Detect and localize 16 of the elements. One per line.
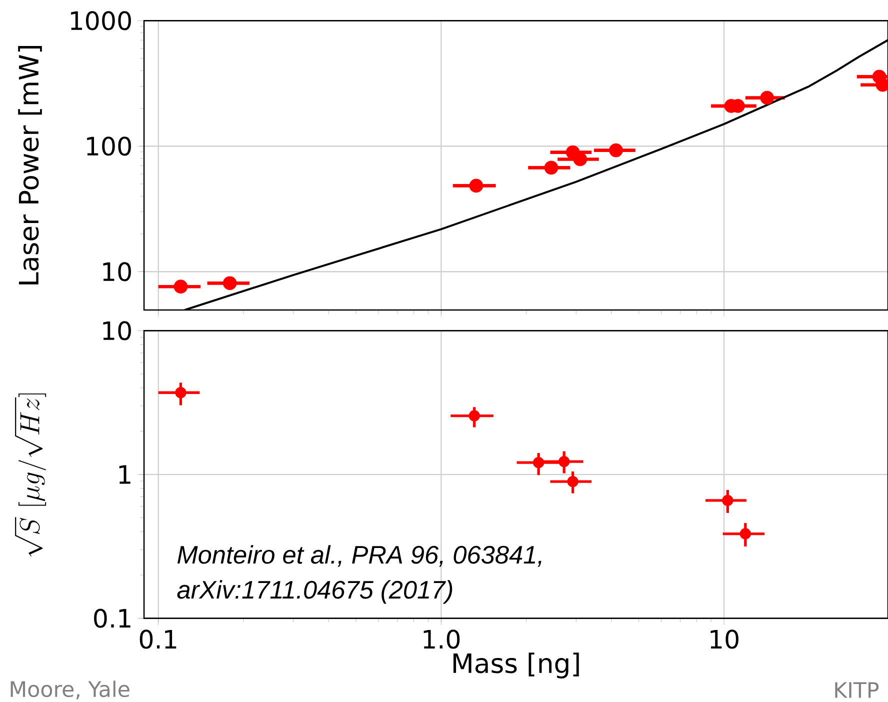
annotation: arXiv:1711.04675 (2017)	[177, 580, 452, 604]
y-tick-label: 1	[119, 465, 130, 484]
y-axis-title: Laser Power [mW]	[18, 46, 42, 284]
annotation: Monteiro et al., PRA 96, 063841,	[177, 545, 542, 567]
x-tick-label: 10	[710, 630, 738, 649]
y-tick-label: 10	[103, 262, 131, 282]
x-tick-label: 1.0	[424, 630, 460, 649]
y-tick-label: 0.1	[94, 608, 130, 628]
y-tick-label: 1000	[70, 11, 131, 30]
text: KITP	[835, 682, 879, 698]
y-tick-label: 100	[87, 136, 131, 156]
text: Moore, Yale	[10, 680, 130, 700]
x-tick-label: 0.1	[140, 630, 176, 649]
x-axis-title: Mass [ng]	[453, 652, 579, 678]
y-tick-label: 10	[103, 321, 131, 340]
y-axis-title: $\sqrt{S}\ [\mu g/\sqrt{Hz}]$	[15, 393, 46, 556]
